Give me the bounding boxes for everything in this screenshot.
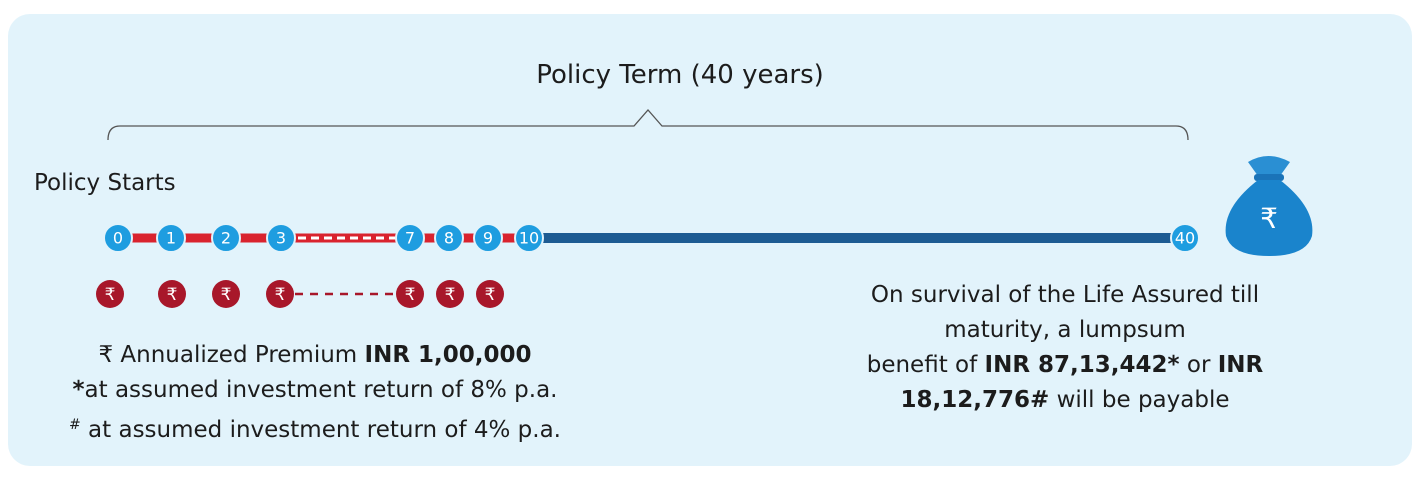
term-bracket: [107, 109, 1189, 141]
year-label: 2: [221, 229, 231, 248]
year-label: 0: [113, 229, 123, 248]
coin-symbol: ₹: [445, 285, 456, 305]
text-segment: #: [69, 417, 81, 433]
text-segment: at assumed investment return of 8% p.a.: [84, 377, 558, 403]
year-marker: [103, 223, 133, 253]
coin-symbol: ₹: [167, 285, 178, 305]
premium-coin: [396, 280, 424, 308]
premium-coin: [436, 280, 464, 308]
coin-symbol: ₹: [275, 285, 286, 305]
year-label: 40: [1175, 229, 1195, 248]
year-label: 7: [405, 229, 415, 248]
text-line: 18,12,776# will be payable: [800, 383, 1330, 418]
text-segment: or: [1179, 352, 1218, 378]
year-marker: [1170, 223, 1200, 253]
premium-coin: [212, 280, 240, 308]
premium-coin: [476, 280, 504, 308]
coin-symbol: ₹: [221, 285, 232, 305]
text-segment: at assumed investment return of 4% p.a.: [80, 417, 561, 443]
money-bag: ₹: [1225, 156, 1313, 256]
year-label: 1: [166, 229, 176, 248]
text-line: *at assumed investment return of 8% p.a.: [0, 373, 630, 408]
text-line: benefit of INR 87,13,442* or INR: [800, 348, 1330, 383]
maturity-benefit: On survival of the Life Assured till matu…: [800, 278, 1330, 418]
text-segment: *: [72, 377, 85, 403]
year-label: 3: [276, 229, 286, 248]
text-segment: will be payable: [1049, 387, 1230, 413]
premium-note: ₹ Annualized Premium INR 1,00,000 *at ass…: [0, 338, 630, 448]
start-label: Policy Starts: [34, 170, 176, 196]
text-line: ₹ Annualized Premium INR 1,00,000: [0, 338, 630, 373]
text-segment: INR: [1217, 352, 1264, 378]
year-marker: [434, 223, 464, 253]
year-marker: [156, 223, 186, 253]
year-label: 10: [519, 229, 539, 248]
text-segment: On survival of the Life Assured till: [870, 282, 1260, 308]
title: Policy Term (40 years): [536, 60, 824, 90]
year-marker: [473, 223, 503, 253]
premium-coin: [158, 280, 186, 308]
year-label: 8: [444, 229, 454, 248]
year-marker: [395, 223, 425, 253]
text-segment: INR 1,00,000: [364, 342, 532, 368]
text-segment: INR 87,13,442*: [984, 352, 1180, 378]
premium-coin: [96, 280, 124, 308]
text-line: # at assumed investment return of 4% p.a…: [0, 408, 630, 448]
year-marker: [211, 223, 241, 253]
year-marker: [266, 223, 296, 253]
text-segment: benefit of: [866, 352, 985, 378]
text-line: On survival of the Life Assured till: [800, 278, 1330, 313]
year-marker: [514, 223, 544, 253]
text-line: maturity, a lumpsum: [800, 313, 1330, 348]
coin-symbol: ₹: [405, 285, 416, 305]
year-label: 9: [483, 229, 493, 248]
text-segment: maturity, a lumpsum: [944, 317, 1186, 343]
text-segment: 18,12,776#: [900, 387, 1050, 413]
premium-coin: [266, 280, 294, 308]
text-segment: ₹ Annualized Premium: [98, 342, 365, 368]
svg-text:₹: ₹: [1260, 202, 1278, 235]
coin-symbol: ₹: [485, 285, 496, 305]
coin-symbol: ₹: [105, 285, 116, 305]
